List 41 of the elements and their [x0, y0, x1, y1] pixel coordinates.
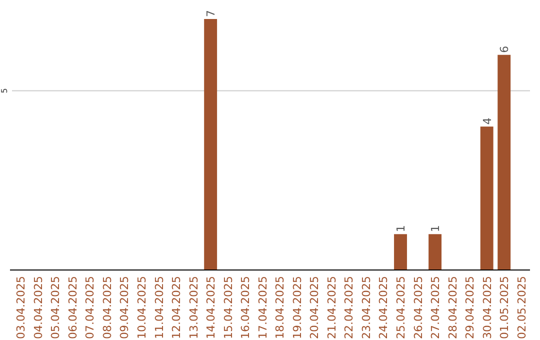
x-tick-label: 20.04.2025 [308, 276, 322, 339]
x-tick-label: 19.04.2025 [290, 276, 304, 339]
bar [394, 234, 407, 270]
data-label: 7 [204, 10, 218, 17]
x-tick-label: 23.04.2025 [360, 276, 373, 339]
bar [480, 126, 494, 270]
bar [204, 19, 218, 270]
x-tick-label: 13.04.2025 [187, 276, 200, 339]
x-tick-label: 21.04.2025 [325, 276, 338, 339]
x-tick-label: 27.04.2025 [429, 276, 442, 339]
x-tick-label: 15.04.2025 [222, 276, 235, 339]
data-label: 1 [429, 225, 442, 232]
x-tick-label: 04.04.2025 [32, 276, 45, 339]
x-tick-label: 07.04.2025 [84, 276, 97, 339]
x-tick-label: 26.04.2025 [412, 276, 425, 339]
x-tick-label: 18.04.2025 [274, 276, 287, 339]
x-tick-label: 14.04.2025 [204, 276, 218, 339]
data-label: 4 [480, 118, 494, 125]
x-tick-label: 12.04.2025 [170, 276, 184, 339]
x-tick-label: 10.04.2025 [136, 276, 148, 339]
bar [498, 54, 511, 270]
x-tick-label: 28.04.2025 [446, 276, 460, 339]
x-tick-label: 08.04.2025 [100, 276, 114, 339]
x-tick-label: 03.04.2025 [14, 276, 28, 339]
x-tick-label: 17.04.2025 [256, 276, 270, 339]
x-tick-label: 25.04.2025 [394, 276, 408, 339]
x-tick-label: 06.04.2025 [66, 276, 80, 339]
x-tick-label: 30.04.2025 [480, 276, 494, 339]
data-label: 1 [394, 225, 408, 232]
x-tick-label: 24.04.2025 [377, 276, 390, 339]
x-tick-label: 29.04.2025 [464, 276, 477, 339]
x-tick-label: 11.04.2025 [152, 276, 166, 339]
x-tick-label: 02.05.2025 [515, 276, 528, 339]
x-tick-label: 01.05.2025 [498, 276, 512, 339]
x-tick-label: 09.04.2025 [118, 276, 132, 339]
data-label: 6 [498, 46, 512, 53]
x-tick-label: 16.04.2025 [239, 276, 252, 339]
y-tick-label: 5 [0, 88, 9, 94]
x-tick-label: 22.04.2025 [342, 276, 356, 339]
bar [428, 234, 442, 270]
x-tick-label: 05.04.2025 [49, 276, 62, 339]
